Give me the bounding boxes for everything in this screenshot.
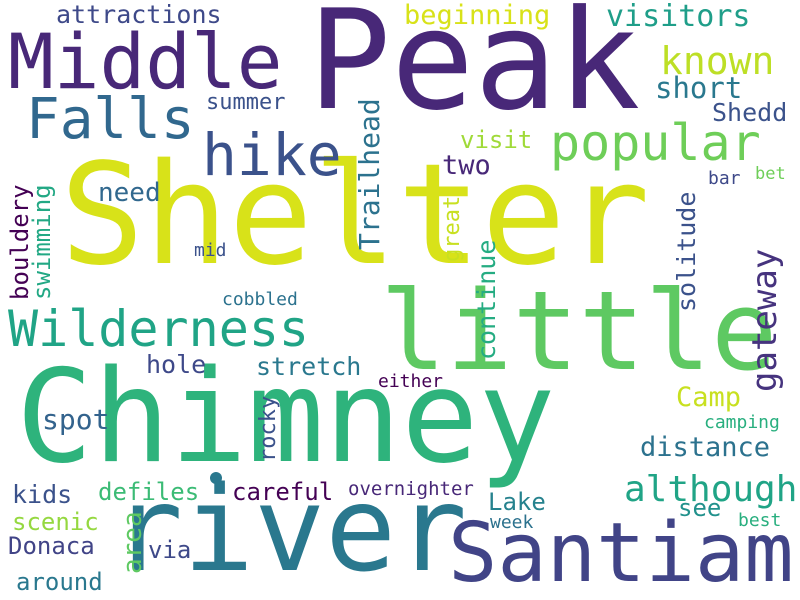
word-short: short (655, 71, 743, 105)
word-mid: mid (194, 240, 227, 261)
word-shelter: Shelter (60, 134, 651, 297)
word-cobbled: cobbled (222, 289, 298, 310)
word-hike: hike (202, 121, 342, 189)
word-around: around (16, 568, 103, 596)
word-week: week (490, 512, 534, 533)
word-bet: bet (755, 164, 786, 184)
word-solitude: solitude (672, 191, 701, 312)
word-peak: Peak (308, 0, 641, 141)
word-need: need (98, 178, 161, 208)
word-trailhead: Trailhead (353, 98, 386, 250)
word-beginning: beginning (404, 0, 551, 31)
word-attractions: attractions (56, 0, 222, 29)
word-summer: summer (206, 90, 286, 115)
word-donaca: Donaca (8, 532, 95, 560)
word-overnighter: overnighter (348, 478, 474, 500)
word-gateway: gateway (745, 248, 785, 392)
word-swimming: swimming (28, 184, 56, 300)
word-kids: kids (12, 480, 73, 509)
word-either: either (378, 371, 444, 392)
word-two: two (442, 150, 491, 181)
word-santiam: Santiam (448, 506, 794, 600)
word-via: via (148, 536, 192, 564)
word-visitors: visitors (606, 0, 751, 34)
word-hole: hole (146, 350, 207, 379)
word-careful: careful (232, 478, 334, 506)
word-wilderness: Wilderness (8, 300, 310, 358)
word-popular: popular (550, 114, 761, 172)
word-camp: Camp (676, 382, 742, 413)
word-lake: Lake (488, 488, 546, 516)
word-great: great (440, 195, 465, 262)
word-best: best (738, 510, 782, 531)
word-distance: distance (640, 432, 771, 463)
word-chimney: Chimney (16, 343, 556, 492)
word-shedd: Shedd (712, 98, 788, 127)
word-stretch: stretch (256, 352, 362, 381)
word-visit: visit (460, 126, 533, 154)
word-falls: Falls (26, 87, 195, 152)
word-camping: camping (704, 412, 780, 433)
word-area: area (118, 511, 148, 574)
word-scenic: scenic (12, 508, 99, 536)
word-continue: continue (472, 239, 501, 360)
word-little: little (380, 267, 778, 395)
word-although: although (624, 469, 798, 510)
word-defiles: defiles (98, 478, 200, 506)
word-bar: bar (708, 168, 741, 189)
dot-mark (210, 472, 222, 484)
word-middle: Middle (8, 17, 283, 106)
word-known: known (660, 39, 775, 83)
word-river: river (112, 460, 468, 598)
word-see: see (678, 494, 722, 522)
word-rocky: rocky (256, 395, 281, 462)
word-spot: spot (42, 403, 110, 436)
